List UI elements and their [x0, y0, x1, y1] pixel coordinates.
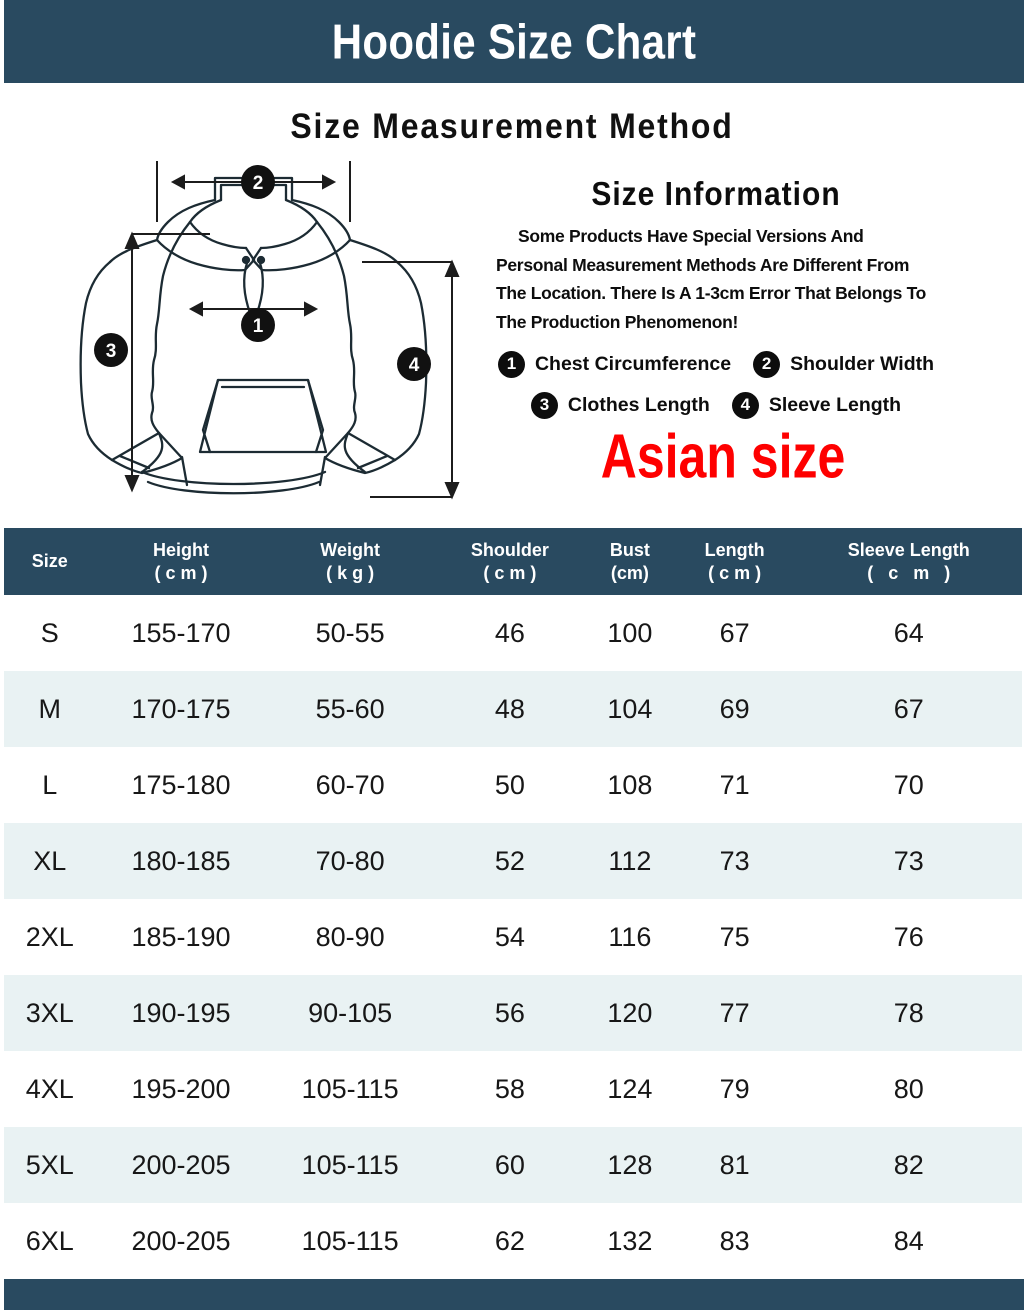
svg-text:2: 2 — [253, 173, 264, 194]
svg-text:1: 1 — [253, 316, 264, 337]
svg-text:3: 3 — [106, 341, 117, 362]
svg-text:4: 4 — [409, 355, 420, 376]
